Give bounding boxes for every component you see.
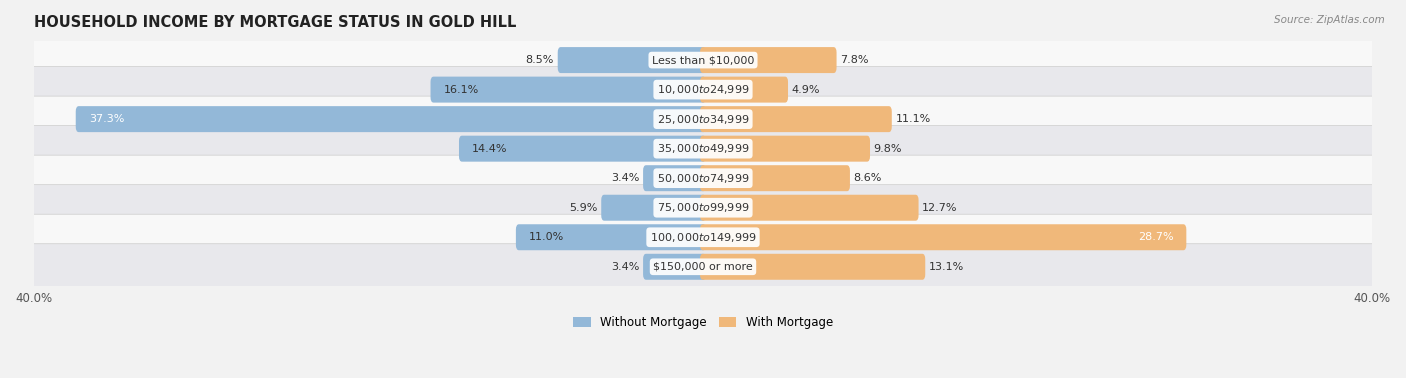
FancyBboxPatch shape [700,106,891,132]
FancyBboxPatch shape [643,165,706,191]
Text: 5.9%: 5.9% [569,203,598,213]
Text: $35,000 to $49,999: $35,000 to $49,999 [657,142,749,155]
FancyBboxPatch shape [643,254,706,280]
Text: 37.3%: 37.3% [89,114,124,124]
FancyBboxPatch shape [76,106,706,132]
FancyBboxPatch shape [11,214,1395,260]
Text: 12.7%: 12.7% [922,203,957,213]
Text: 11.0%: 11.0% [529,232,564,242]
Text: 3.4%: 3.4% [612,173,640,183]
Text: HOUSEHOLD INCOME BY MORTGAGE STATUS IN GOLD HILL: HOUSEHOLD INCOME BY MORTGAGE STATUS IN G… [34,15,516,30]
Text: 13.1%: 13.1% [929,262,965,272]
Text: 11.1%: 11.1% [896,114,931,124]
Text: 8.6%: 8.6% [853,173,882,183]
Text: Less than $10,000: Less than $10,000 [652,55,754,65]
Text: 4.9%: 4.9% [792,85,820,94]
Text: $50,000 to $74,999: $50,000 to $74,999 [657,172,749,185]
Legend: Without Mortgage, With Mortgage: Without Mortgage, With Mortgage [568,311,838,334]
Text: $150,000 or more: $150,000 or more [654,262,752,272]
Text: $100,000 to $149,999: $100,000 to $149,999 [650,231,756,244]
Text: 9.8%: 9.8% [873,144,903,154]
FancyBboxPatch shape [700,195,918,221]
FancyBboxPatch shape [11,67,1395,113]
FancyBboxPatch shape [11,185,1395,231]
FancyBboxPatch shape [700,224,1187,250]
FancyBboxPatch shape [602,195,706,221]
FancyBboxPatch shape [11,125,1395,172]
FancyBboxPatch shape [458,136,706,162]
Text: 8.5%: 8.5% [526,55,554,65]
FancyBboxPatch shape [11,96,1395,142]
Text: Source: ZipAtlas.com: Source: ZipAtlas.com [1274,15,1385,25]
FancyBboxPatch shape [430,77,706,102]
Text: 16.1%: 16.1% [443,85,479,94]
FancyBboxPatch shape [700,136,870,162]
FancyBboxPatch shape [11,244,1395,290]
Text: 28.7%: 28.7% [1137,232,1173,242]
FancyBboxPatch shape [558,47,706,73]
FancyBboxPatch shape [11,37,1395,83]
FancyBboxPatch shape [700,47,837,73]
Text: 7.8%: 7.8% [841,55,869,65]
Text: 3.4%: 3.4% [612,262,640,272]
FancyBboxPatch shape [11,155,1395,201]
FancyBboxPatch shape [700,254,925,280]
FancyBboxPatch shape [700,77,787,102]
FancyBboxPatch shape [516,224,706,250]
Text: $25,000 to $34,999: $25,000 to $34,999 [657,113,749,125]
Text: 14.4%: 14.4% [472,144,508,154]
Text: $75,000 to $99,999: $75,000 to $99,999 [657,201,749,214]
FancyBboxPatch shape [700,165,851,191]
Text: $10,000 to $24,999: $10,000 to $24,999 [657,83,749,96]
